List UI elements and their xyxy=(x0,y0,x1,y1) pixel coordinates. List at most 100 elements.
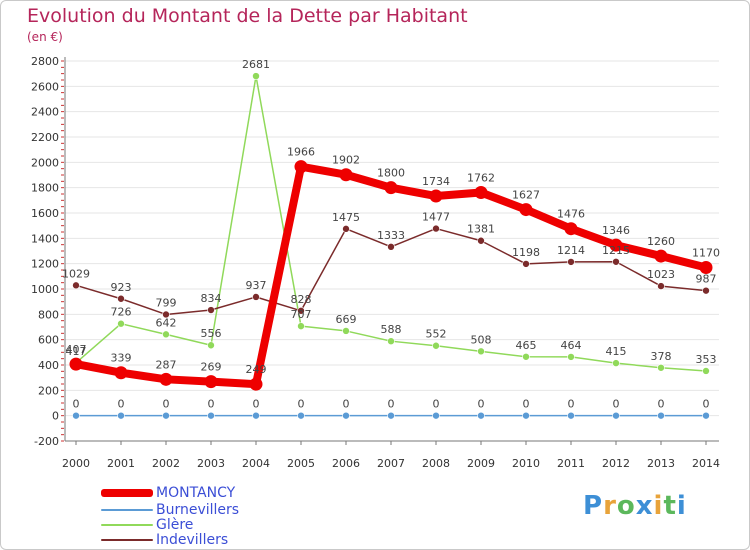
data-label: 1381 xyxy=(467,223,495,236)
data-label: 1627 xyxy=(512,189,540,202)
data-point xyxy=(387,411,395,420)
legend-item: Indevillers xyxy=(101,532,228,548)
y-tick-label: 0 xyxy=(52,410,59,423)
data-label: 0 xyxy=(523,398,530,411)
data-point xyxy=(117,411,125,420)
data-point xyxy=(429,189,443,203)
data-point xyxy=(612,257,620,266)
x-tick-label: 2007 xyxy=(377,457,405,470)
x-tick-label: 2012 xyxy=(602,457,630,470)
data-label: 0 xyxy=(298,398,305,411)
data-point xyxy=(72,281,80,290)
data-point xyxy=(252,293,260,301)
data-label: 1023 xyxy=(647,268,675,281)
data-label: 407 xyxy=(66,343,87,356)
data-point xyxy=(702,286,710,295)
data-point xyxy=(612,411,620,420)
data-label: 269 xyxy=(201,361,222,374)
data-point xyxy=(654,249,668,263)
data-label: 1966 xyxy=(287,146,315,159)
data-point xyxy=(207,411,215,420)
data-label: 588 xyxy=(381,323,402,336)
data-label: 552 xyxy=(426,328,447,341)
data-point xyxy=(567,258,575,266)
legend-label: MONTANCY xyxy=(156,485,236,501)
data-label: 726 xyxy=(111,306,132,319)
data-point xyxy=(474,185,488,199)
data-point xyxy=(477,347,485,356)
x-tick-label: 2006 xyxy=(332,457,360,470)
data-label: 556 xyxy=(201,327,222,340)
y-tick-label: 800 xyxy=(38,308,59,321)
data-point xyxy=(564,222,578,236)
data-point xyxy=(159,372,173,386)
logo-letter: r xyxy=(603,491,617,521)
data-label: 1215 xyxy=(602,244,630,257)
logo-letter: o xyxy=(616,491,636,521)
data-label: 0 xyxy=(208,398,215,411)
data-point xyxy=(384,181,398,195)
x-tick-label: 2009 xyxy=(467,457,495,470)
x-tick-label: 2003 xyxy=(197,457,225,470)
legend-label: Burnevillers xyxy=(156,502,240,518)
data-point xyxy=(657,363,665,372)
data-point xyxy=(72,411,80,420)
logo-letter: i xyxy=(676,491,687,521)
data-point xyxy=(567,353,575,361)
data-label: 987 xyxy=(696,273,717,286)
x-tick-label: 2011 xyxy=(557,457,585,470)
y-tick-label: 1600 xyxy=(31,207,59,220)
data-label: 0 xyxy=(163,398,170,411)
data-point xyxy=(519,203,533,217)
data-label: 1476 xyxy=(557,208,585,221)
data-point xyxy=(342,327,350,335)
data-label: 287 xyxy=(156,358,177,371)
data-point xyxy=(204,375,218,389)
data-label: 1762 xyxy=(467,171,495,184)
data-label: 1214 xyxy=(557,244,585,257)
data-point xyxy=(162,310,170,319)
x-tick-label: 2010 xyxy=(512,457,540,470)
data-label: 339 xyxy=(111,352,132,365)
legend-item: Burnevillers xyxy=(101,502,240,518)
chart-title: Evolution du Montant de la Dette par Hab… xyxy=(27,5,468,27)
data-label: 415 xyxy=(606,345,627,358)
y-tick-label: 2600 xyxy=(31,80,59,93)
x-tick-label: 2000 xyxy=(62,457,90,470)
y-tick-label: -200 xyxy=(34,435,59,448)
data-label: 1198 xyxy=(512,246,540,259)
data-label: 464 xyxy=(561,339,582,352)
data-label: 1902 xyxy=(332,154,360,167)
legend-swatch xyxy=(101,539,153,541)
legend-item: MONTANCY xyxy=(101,485,236,501)
data-point xyxy=(522,352,530,361)
data-point xyxy=(657,411,665,420)
x-tick-label: 2004 xyxy=(242,457,270,470)
data-point xyxy=(702,367,710,375)
data-point xyxy=(432,341,440,350)
x-tick-label: 2013 xyxy=(647,457,675,470)
data-point xyxy=(162,411,170,420)
data-point xyxy=(297,306,305,315)
data-label: 0 xyxy=(388,398,395,411)
data-label: 834 xyxy=(201,292,222,305)
data-point xyxy=(69,357,83,371)
data-point xyxy=(657,282,665,290)
data-label: 937 xyxy=(246,279,267,292)
data-label: 0 xyxy=(703,398,710,411)
data-point xyxy=(522,260,530,268)
data-label: 828 xyxy=(291,293,312,306)
data-label: 799 xyxy=(156,296,177,309)
data-point xyxy=(387,243,395,251)
legend-label: Glère xyxy=(156,517,194,533)
x-tick-label: 2014 xyxy=(692,457,720,470)
data-point xyxy=(297,411,305,420)
data-point xyxy=(522,411,530,420)
data-point xyxy=(252,411,260,420)
data-point xyxy=(162,330,170,339)
legend-swatch xyxy=(101,524,153,526)
data-point xyxy=(117,294,125,303)
data-label: 1346 xyxy=(602,224,630,237)
